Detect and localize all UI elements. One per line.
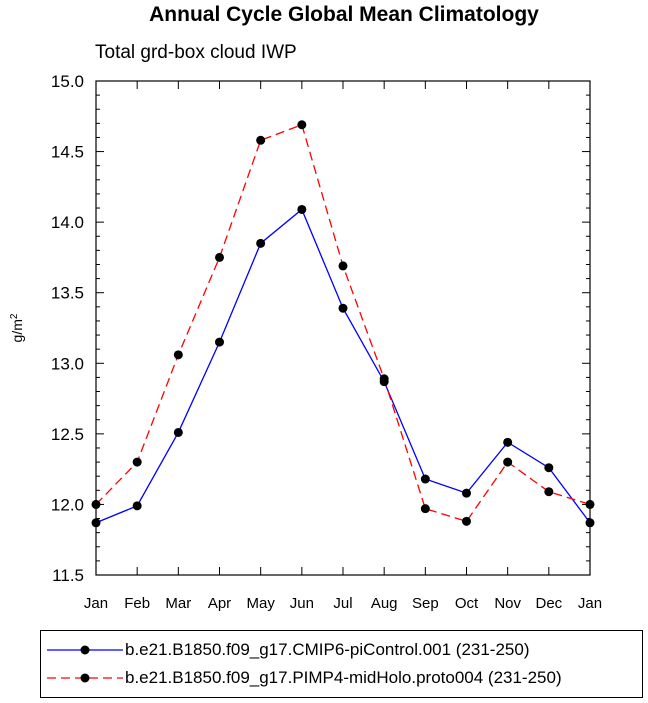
data-point-series-1 — [91, 518, 101, 528]
y-tick-label: 11.5 — [52, 566, 84, 585]
x-tick-label: Jan — [578, 595, 602, 612]
x-tick-label: Jul — [333, 595, 352, 612]
data-point-series-1 — [297, 204, 307, 214]
data-point-series-2 — [503, 457, 513, 467]
legend-label-series-2: b.e21.B1850.f09_g17.PIMP4-midHolo.proto0… — [125, 668, 562, 687]
legend-item-series-1: b.e21.B1850.f09_g17.CMIP6-piControl.001 … — [41, 639, 642, 661]
data-point-series-1 — [132, 501, 142, 511]
x-tick-label: Mar — [165, 595, 191, 612]
y-axis-label: g/m2 — [9, 313, 25, 342]
data-point-series-2 — [585, 499, 595, 509]
data-point-series-2 — [132, 457, 142, 467]
x-tick-label: Nov — [494, 595, 521, 612]
x-tick-label: Apr — [208, 595, 231, 612]
x-tick-label: Jan — [84, 595, 108, 612]
y-tick-label: 13.5 — [51, 284, 84, 303]
data-point-series-1 — [173, 427, 183, 437]
chart-subtitle: Total grd-box cloud IWP — [95, 42, 297, 63]
y-tick-label: 12.5 — [51, 425, 84, 444]
legend-swatch-series-2 — [47, 673, 123, 683]
data-point-series-2 — [420, 504, 430, 514]
data-point-series-2 — [297, 120, 307, 130]
data-point-series-2 — [462, 516, 471, 526]
series-layer — [91, 120, 595, 528]
data-point-series-1 — [256, 238, 266, 248]
x-tick-label: Sep — [412, 595, 439, 612]
data-point-series-1 — [420, 474, 430, 484]
series-2 — [95, 123, 591, 523]
data-point-series-2 — [256, 135, 266, 145]
legend-label-series-1: b.e21.B1850.f09_g17.CMIP6-piControl.001 … — [125, 640, 530, 659]
x-tick-label: Feb — [124, 595, 150, 612]
plot-frame — [95, 80, 591, 576]
y-tick-label: 14.0 — [51, 213, 84, 232]
legend-swatch-series-1 — [47, 645, 123, 655]
data-point-series-1 — [338, 303, 348, 313]
data-point-series-2 — [338, 261, 348, 271]
axes: 11.5 12.0 12.5 13.0 13.5 14.0 14.5 15.0 Jan Feb Ma… — [51, 72, 602, 612]
x-tick-label: Oct — [455, 595, 479, 612]
x-tick-label: Dec — [535, 595, 562, 612]
data-point-series-1 — [462, 488, 471, 498]
series-1 — [95, 208, 591, 524]
y-tick-label: 14.5 — [51, 143, 84, 162]
y-tick-label: 15.0 — [51, 72, 84, 91]
data-point-series-2 — [379, 374, 389, 384]
legend-item-series-2: b.e21.B1850.f09_g17.PIMP4-midHolo.proto0… — [41, 667, 642, 689]
chart-title: Annual Cycle Global Mean Climatology — [149, 3, 539, 26]
data-point-series-2 — [173, 350, 183, 360]
legend: b.e21.B1850.f09_g17.CMIP6-piControl.001 … — [40, 630, 643, 698]
data-point-series-1 — [215, 337, 224, 347]
series-line-1 — [95, 208, 591, 524]
y-tick-label: 12.0 — [51, 495, 84, 514]
data-point-series-1 — [544, 463, 554, 473]
data-point-series-2 — [91, 499, 101, 509]
x-tick-label: May — [246, 595, 275, 612]
data-point-series-1 — [585, 518, 595, 528]
data-point-series-2 — [544, 487, 554, 497]
x-tick-label: Aug — [371, 595, 398, 612]
y-tick-label: 13.0 — [51, 354, 84, 373]
data-point-series-1 — [503, 437, 513, 447]
series-line-2 — [95, 123, 591, 523]
data-point-series-2 — [215, 252, 224, 262]
x-tick-label: Jun — [290, 595, 314, 612]
